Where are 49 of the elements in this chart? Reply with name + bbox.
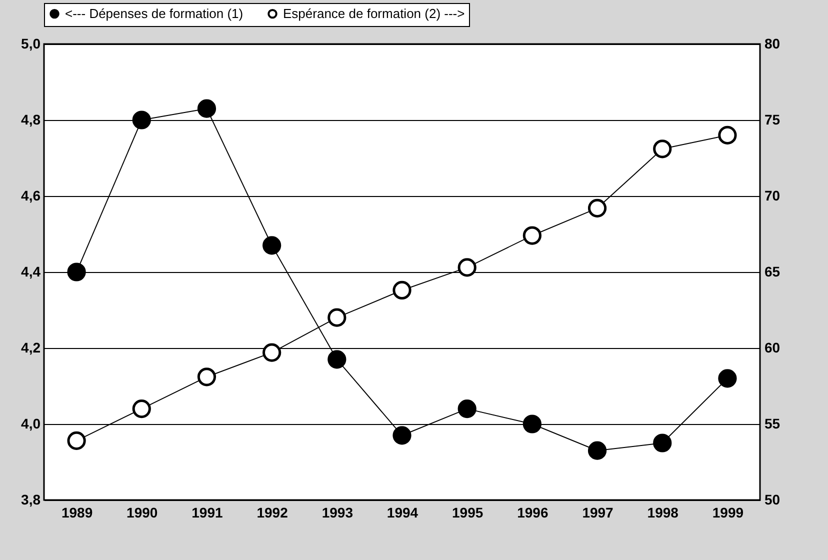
point [67,431,86,450]
y-tick-label: 5,0 [21,36,41,52]
x-tick-label: 1999 [712,504,744,520]
point [653,434,672,452]
y2-tick-label: 75 [764,112,780,128]
point [197,99,216,118]
point [458,258,476,277]
point [392,426,412,445]
legend-label: Espérance de formation (2) ---> [283,6,465,21]
point [522,226,542,245]
x-tick-label: 1994 [386,504,418,520]
legend-label: <--- Dépenses de formation (1) [65,6,244,21]
y2-tick-label: 60 [764,340,780,356]
x-tick-label: 1996 [517,504,548,520]
point [328,308,346,327]
x-tick-label: 1992 [256,504,288,520]
y-tick-label: 4,2 [21,340,41,356]
y2-tick-label: 50 [764,492,780,508]
y2-tick-label: 55 [764,416,780,432]
x-tick-label: 1998 [647,504,679,520]
y-tick-label: 3,8 [21,492,41,508]
point [328,350,346,369]
x-tick-label: 1995 [452,504,484,520]
point [262,343,282,362]
point [588,198,607,218]
y-tick-label: 4,4 [21,264,41,280]
x-tick-label: 1989 [61,504,93,520]
y-tick-label: 4,0 [21,416,41,432]
point [653,140,672,158]
y2-tick-label: 65 [764,264,780,280]
x-tick-label: 1990 [126,504,158,520]
x-tick-label: 1991 [192,504,224,520]
point [197,368,216,386]
point [718,126,737,144]
point [67,262,86,282]
y2-tick-label: 70 [764,188,780,204]
y-tick-label: 4,8 [21,112,41,128]
y2-tick-label: 80 [764,36,780,52]
y-tick-label: 4,6 [21,188,41,204]
point [522,414,542,434]
point [262,236,282,255]
point [132,110,151,130]
point [458,400,476,418]
point [392,280,412,300]
point [718,369,737,388]
point [588,441,607,460]
x-tick-label: 1997 [582,504,614,520]
x-tick-label: 1993 [322,504,354,520]
point [132,400,151,418]
